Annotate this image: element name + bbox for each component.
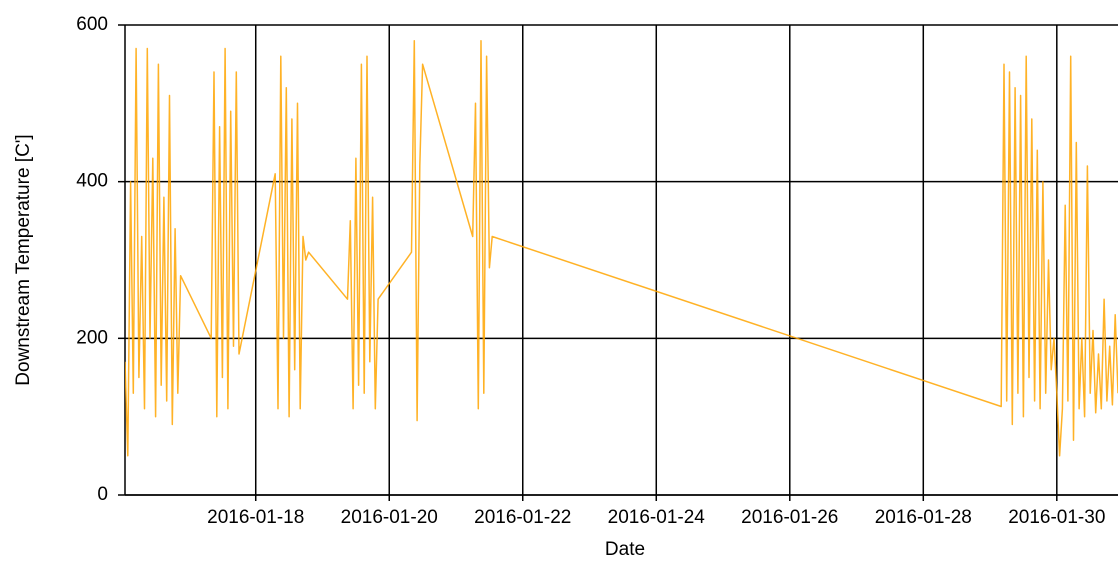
x-axis-label: Date xyxy=(605,539,645,560)
x-tick-label: 2016-01-22 xyxy=(474,507,571,528)
x-tick-label: 2016-01-26 xyxy=(741,507,838,528)
x-tick-label: 2016-01-20 xyxy=(341,507,438,528)
y-tick-label: 0 xyxy=(97,484,108,505)
y-tick-label: 600 xyxy=(76,14,108,35)
x-tick-label: 2016-01-18 xyxy=(207,507,304,528)
x-tick-label: 2016-01-30 xyxy=(1008,507,1105,528)
x-tick-label: 2016-01-28 xyxy=(875,507,972,528)
y-axis-label: Downstream Temperature [C'] xyxy=(13,134,34,385)
y-tick-label: 400 xyxy=(76,171,108,192)
data-line xyxy=(125,39,1118,457)
x-tick-label: 2016-01-24 xyxy=(608,507,706,528)
y-tick-label: 200 xyxy=(76,327,108,348)
